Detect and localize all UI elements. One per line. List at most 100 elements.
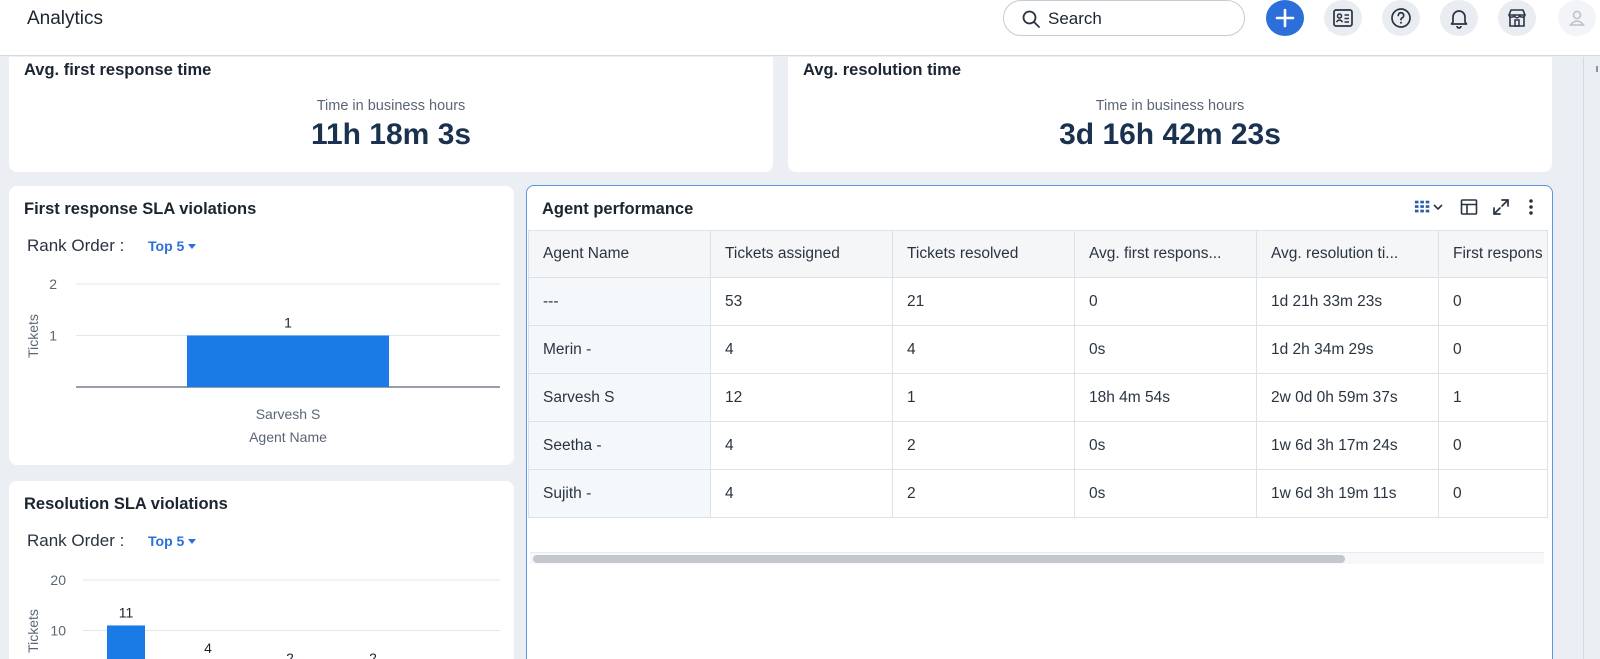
table-cell: 1 [1438, 373, 1548, 422]
kpi-title: Avg. first response time [24, 61, 212, 79]
expand-icon [1493, 199, 1509, 215]
resolution-sla-chart: 10 20 Tickets 11 4 2 2 [25, 572, 500, 659]
data-label: 1 [284, 315, 292, 331]
add-button[interactable] [1266, 0, 1304, 36]
table-cell: 1w 6d 3h 17m 24s [1256, 421, 1439, 470]
data-label: 4 [204, 640, 212, 656]
horizontal-scrollbar[interactable] [530, 552, 1544, 564]
caret-down-icon [188, 539, 197, 544]
table-cell: 0s [1074, 469, 1257, 518]
card-title: Agent performance [542, 200, 694, 218]
chevron-down-icon [1433, 204, 1443, 211]
table-cell: 4 [710, 325, 893, 374]
table-row[interactable]: Sujith - 4 2 0s 1w 6d 3h 19m 11s 0 [528, 469, 1548, 518]
data-label: 11 [119, 604, 134, 620]
more-options-button[interactable] [1521, 196, 1541, 218]
user-avatar-button[interactable] [1558, 0, 1596, 36]
y-tick-label: 20 [50, 572, 66, 588]
kpi-value: 11h 18m 3s [310, 118, 472, 151]
kpi-subtitle: Time in business hours [316, 98, 466, 114]
rank-order-dropdown[interactable]: Top 5 [148, 533, 197, 549]
table-settings-button[interactable] [1457, 196, 1481, 218]
kpi-value: 3d 16h 42m 23s [1059, 118, 1281, 151]
table-cell: 1d 2h 34m 29s [1256, 325, 1439, 374]
help-icon [1391, 8, 1411, 28]
table-header-row: Agent Name Tickets assigned Tickets reso… [528, 230, 1548, 278]
search-icon [1022, 10, 1040, 28]
table-icon [1460, 199, 1478, 215]
bar [107, 625, 145, 659]
more-vertical-icon [1529, 199, 1533, 215]
table-row[interactable]: Sarvesh S 12 1 18h 4m 54s 2w 0d 0h 59m 3… [528, 373, 1548, 422]
table-row[interactable]: --- 53 21 0 1d 21h 33m 23s 0 [528, 277, 1548, 326]
notifications-button[interactable] [1440, 0, 1478, 36]
table-row[interactable]: Merin - 4 4 0s 1d 2h 34m 29s 0 [528, 325, 1548, 374]
kpi-title: Avg. resolution time [803, 61, 961, 79]
table-cell: 0 [1438, 421, 1548, 470]
help-button[interactable] [1382, 0, 1420, 36]
rank-order-value: Top 5 [148, 238, 185, 254]
rank-order-label: Rank Order : [27, 236, 125, 255]
rank-order-dropdown[interactable]: Top 5 [148, 238, 197, 254]
table-cell: 2w 0d 0h 59m 37s [1256, 373, 1439, 422]
y-axis-title: Tickets [25, 609, 41, 653]
search-placeholder: Search [1048, 9, 1102, 28]
card-title: First response SLA violations [24, 200, 257, 218]
column-header[interactable]: Avg. resolution ti... [1256, 230, 1439, 278]
card-title: Resolution SLA violations [24, 495, 228, 513]
expand-button[interactable] [1489, 196, 1513, 218]
table-cell: 2 [892, 421, 1075, 470]
rank-order-value: Top 5 [148, 533, 185, 549]
table-cell: 4 [892, 325, 1075, 374]
right-panel-divider [1583, 57, 1584, 659]
table-cell: 0 [1438, 469, 1548, 518]
table-cell: 0s [1074, 421, 1257, 470]
contact-card-icon [1333, 9, 1353, 27]
column-header[interactable]: Tickets resolved [892, 230, 1075, 278]
column-header[interactable]: Agent Name [528, 230, 711, 278]
table-cell: 1w 6d 3h 19m 11s [1256, 469, 1439, 518]
rank-order-label: Rank Order : [27, 531, 125, 550]
column-header[interactable]: First respons [1438, 230, 1548, 278]
table-row[interactable]: Seetha - 4 2 0s 1w 6d 3h 17m 24s 0 [528, 421, 1548, 470]
kpi-subtitle: Time in business hours [1095, 98, 1245, 114]
table-cell: 4 [710, 421, 893, 470]
search-input[interactable]: Search [1003, 0, 1245, 36]
marketplace-button[interactable] [1498, 0, 1536, 36]
bar [187, 335, 389, 387]
table-cell: Seetha - [528, 421, 711, 470]
table-cell: 0 [1438, 325, 1548, 374]
table-cell: 1 [892, 373, 1075, 422]
scrollbar-thumb[interactable] [533, 555, 1345, 563]
table-cell: 4 [710, 469, 893, 518]
column-header[interactable]: Tickets assigned [710, 230, 893, 278]
agent-performance-card: Agent performance [526, 185, 1553, 659]
table-cell: 1d 21h 33m 23s [1256, 277, 1439, 326]
y-tick-label: 2 [49, 276, 57, 292]
y-tick-label: 1 [49, 328, 57, 344]
user-avatar-icon [1568, 10, 1586, 26]
data-label: 2 [286, 650, 294, 659]
kpi-card-resolution: Avg. resolution time Time in business ho… [788, 57, 1552, 172]
table-cell: 21 [892, 277, 1075, 326]
grid-view-icon [1414, 200, 1430, 213]
x-tick-label: Sarvesh S [256, 406, 321, 422]
caret-down-icon [188, 244, 197, 249]
x-axis-title: Agent Name [249, 429, 327, 445]
resolution-sla-card: Resolution SLA violations Rank Order : T… [9, 481, 514, 659]
first-response-sla-card: First response SLA violations Rank Order… [9, 186, 514, 465]
table-cell: 18h 4m 54s [1074, 373, 1257, 422]
table-cell: 53 [710, 277, 893, 326]
view-switcher-button[interactable] [1409, 196, 1449, 218]
table-cell: 0s [1074, 325, 1257, 374]
scroll-indicator[interactable] [1596, 66, 1598, 72]
first-response-sla-chart: 1 2 Tickets 1 Sarvesh S Agent Name [25, 276, 500, 445]
table-cell: Merin - [528, 325, 711, 374]
contacts-button[interactable] [1324, 0, 1362, 36]
y-axis-title: Tickets [25, 314, 41, 358]
store-icon [1508, 9, 1526, 27]
agent-performance-table: Agent Name Tickets assigned Tickets reso… [528, 230, 1548, 518]
table-cell: --- [528, 277, 711, 326]
column-header[interactable]: Avg. first respons... [1074, 230, 1257, 278]
data-label: 2 [369, 650, 377, 659]
